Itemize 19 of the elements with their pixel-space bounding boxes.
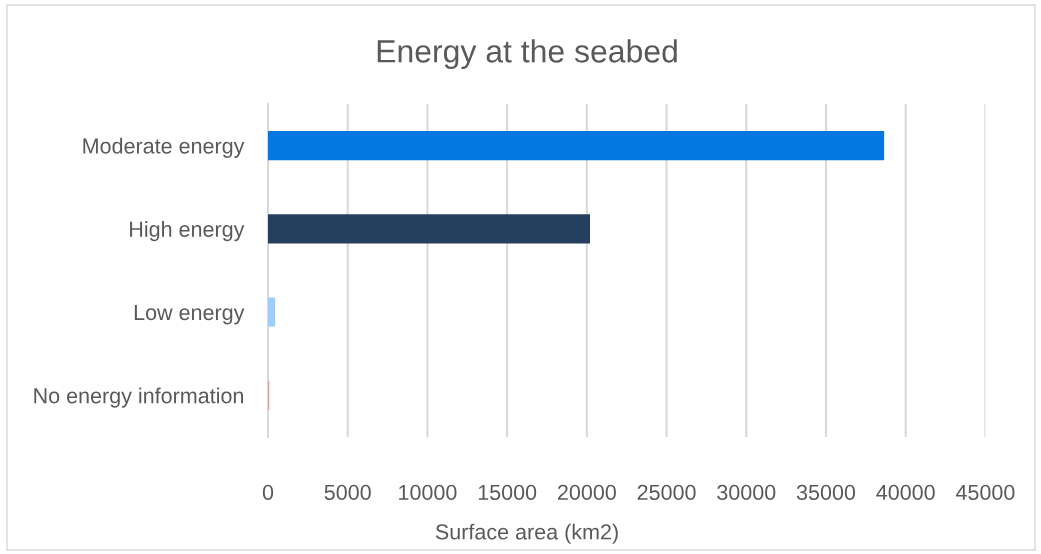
x-tick-label: 5000 xyxy=(324,484,371,501)
x-tick-label: 25000 xyxy=(637,484,696,501)
bar xyxy=(268,131,885,161)
y-tick-label: High energy xyxy=(130,221,245,242)
x-tick-label: 0 xyxy=(262,484,274,501)
x-tick-label: 45000 xyxy=(955,484,1015,501)
x-tick-label: 20000 xyxy=(558,484,616,501)
x-tick-label: 30000 xyxy=(717,484,776,501)
x-tick-label: 10000 xyxy=(399,484,457,501)
chart-title: Energy at the seabed xyxy=(377,39,677,69)
x-tick-label: 15000 xyxy=(478,484,537,501)
x-tick-label: 35000 xyxy=(796,484,856,501)
bar xyxy=(268,214,591,244)
y-tick-label: Low energy xyxy=(134,305,245,325)
x-tick-label: 40000 xyxy=(876,484,935,501)
y-tick-label: Moderate energy xyxy=(83,137,245,158)
bar xyxy=(268,297,276,327)
x-axis-title: Surface area (km2) xyxy=(435,523,618,544)
y-tick-label: No energy information xyxy=(34,387,244,408)
